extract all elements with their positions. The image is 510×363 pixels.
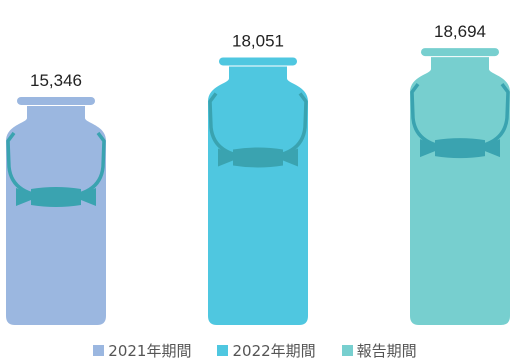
value-label-1: 18,051 — [232, 31, 284, 50]
legend-swatch-2021 — [93, 344, 105, 356]
legend: 2021年期間 2022年期間 報告期間 — [0, 337, 510, 363]
legend-item-report: 報告期間 — [341, 337, 417, 363]
milk-can-bar-chart: 15,346 18,051 18,694 — [6, 22, 510, 326]
can-grip-1 — [218, 147, 298, 168]
bar-can-0 — [6, 105, 106, 326]
legend-label-2021: 2021年期間 — [108, 341, 192, 360]
value-label-0: 15,346 — [30, 71, 82, 90]
legend-item-2022: 2022年期間 — [217, 337, 316, 363]
bar-cap-1 — [219, 57, 297, 66]
can-grip-0 — [16, 186, 96, 207]
legend-swatch-2022 — [217, 344, 229, 356]
legend-swatch-report — [341, 344, 353, 356]
can-grip-2 — [420, 138, 500, 159]
bar-can-1 — [208, 66, 308, 326]
bar-cap-0 — [17, 96, 95, 105]
legend-label-report: 報告期間 — [356, 341, 417, 360]
value-label-2: 18,694 — [434, 22, 486, 41]
bar-cap-2 — [421, 48, 499, 57]
bar-can-2 — [410, 57, 510, 326]
legend-label-2022: 2022年期間 — [232, 341, 316, 360]
legend-item-2021: 2021年期間 — [93, 337, 191, 363]
